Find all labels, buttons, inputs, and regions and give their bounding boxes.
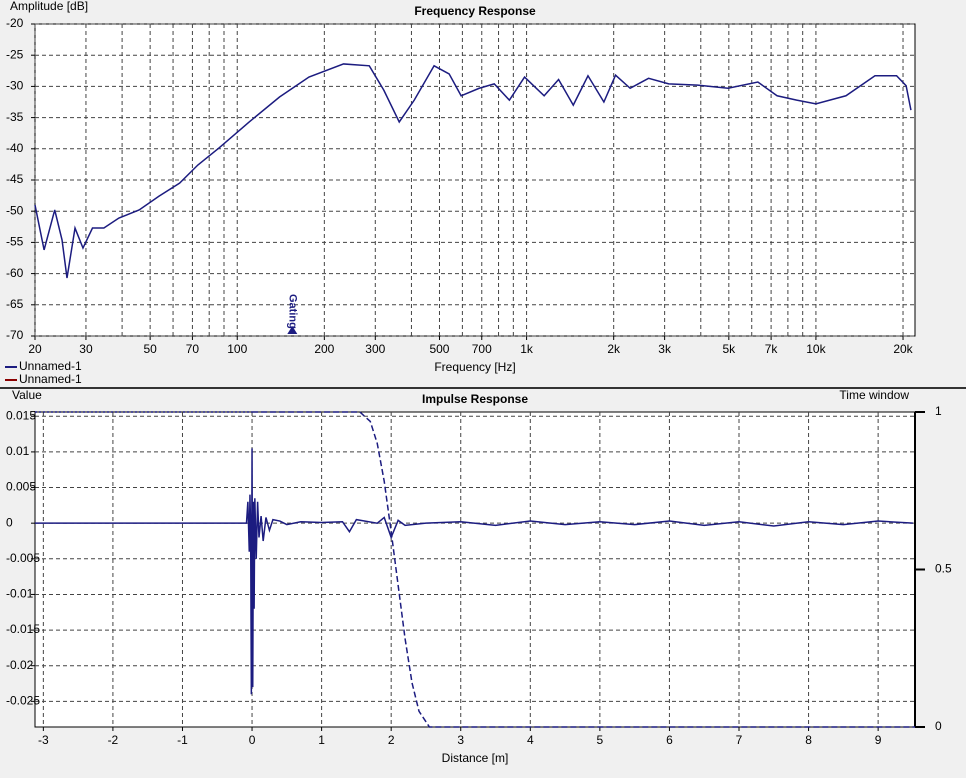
x-axis-label: Distance [m] — [442, 751, 509, 765]
y-tick-label: -50 — [6, 203, 24, 217]
x-tick-label: -2 — [108, 733, 119, 747]
y2-tick-label: 1 — [935, 404, 942, 418]
x-tick-label: 10k — [806, 342, 826, 356]
y-tick-label: -25 — [6, 47, 24, 61]
y-tick-label: 0.015 — [6, 408, 36, 422]
gating-marker — [287, 326, 298, 334]
x-tick-label: 3k — [658, 342, 672, 356]
x-tick-label: 1 — [318, 733, 325, 747]
x-tick-label: 2k — [607, 342, 621, 356]
y-axis-label: Value — [12, 388, 42, 402]
x-tick-label: 5k — [722, 342, 736, 356]
x-tick-label: 5 — [597, 733, 604, 747]
y-tick-label: -45 — [6, 172, 24, 186]
x-tick-label: -1 — [177, 733, 188, 747]
y2-tick-label: 0 — [935, 719, 942, 733]
series-line — [34, 63, 912, 279]
x-axis-label: Frequency [Hz] — [434, 360, 515, 374]
y-tick-label: -55 — [6, 235, 24, 249]
x-tick-label: 300 — [365, 342, 385, 356]
y-tick-label: -0.015 — [6, 622, 40, 636]
y-tick-label: -20 — [6, 16, 24, 30]
x-tick-label: 2 — [388, 733, 395, 747]
x-tick-label: 4 — [527, 733, 534, 747]
y-tick-label: 0.01 — [6, 444, 30, 458]
legend-label: Unnamed-1 — [19, 359, 82, 373]
chart-title: Frequency Response — [414, 4, 536, 18]
legend-label: Unnamed-1 — [19, 372, 82, 386]
x-tick-label: 70 — [186, 342, 200, 356]
x-tick-label: 30 — [79, 342, 93, 356]
y-tick-label: -60 — [6, 266, 24, 280]
y-tick-label: -0.01 — [6, 587, 34, 601]
x-tick-label: 9 — [875, 733, 882, 747]
plot-area — [34, 23, 916, 337]
x-tick-label: 8 — [805, 733, 812, 747]
y-tick-label: -40 — [6, 141, 24, 155]
y-tick-label: 0 — [6, 515, 13, 529]
y-tick-label: -35 — [6, 110, 24, 124]
x-tick-label: 200 — [314, 342, 334, 356]
x-tick-label: 50 — [143, 342, 157, 356]
x-tick-label: -3 — [38, 733, 49, 747]
chart-title: Impulse Response — [422, 392, 528, 406]
x-tick-label: 3 — [457, 733, 464, 747]
y-tick-label: -70 — [6, 328, 24, 342]
y-tick-label: -0.005 — [6, 551, 40, 565]
y2-axis-label: Time window — [839, 388, 909, 402]
x-tick-label: 100 — [227, 342, 247, 356]
y-tick-label: -0.025 — [6, 694, 40, 708]
x-tick-label: 6 — [666, 733, 673, 747]
y-tick-label: -30 — [6, 79, 24, 93]
x-tick-label: 20k — [893, 342, 913, 356]
y2-tick-label: 0.5 — [935, 562, 952, 576]
y-tick-label: -0.02 — [6, 658, 34, 672]
x-tick-label: 500 — [429, 342, 449, 356]
x-tick-label: 0 — [249, 733, 256, 747]
x-tick-label: 1k — [520, 342, 534, 356]
x-tick-label: 7k — [765, 342, 779, 356]
x-tick-label: 700 — [472, 342, 492, 356]
plot-area — [34, 411, 916, 728]
series-line — [252, 411, 915, 728]
x-tick-label: 20 — [28, 342, 42, 356]
gating-label: Gating — [286, 294, 298, 329]
y-tick-label: 0.005 — [6, 480, 36, 494]
x-tick-label: 7 — [736, 733, 743, 747]
y-tick-label: -65 — [6, 297, 24, 311]
y-axis-label: Amplitude [dB] — [10, 0, 88, 13]
series-line — [35, 448, 913, 695]
